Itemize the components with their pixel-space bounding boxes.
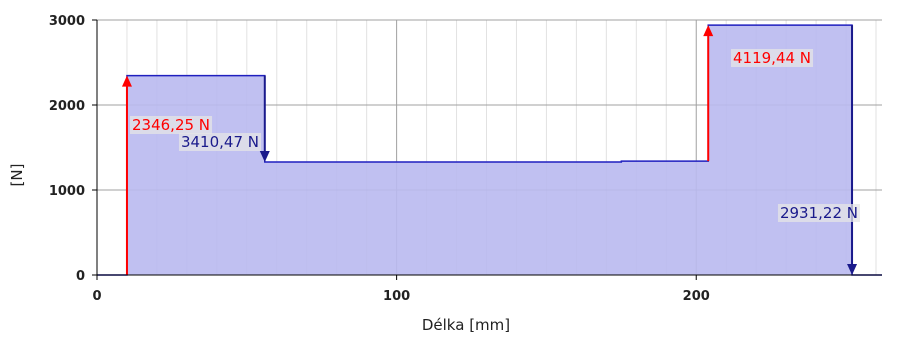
arrow-head: [703, 25, 714, 37]
force-label-text: 2931,22 N: [780, 204, 858, 222]
x-tick-label: 0: [92, 289, 101, 304]
force-label-3: 4119,44 N: [731, 49, 814, 67]
force-label-2: 3410,47 N: [178, 133, 261, 151]
force-label-text: 4119,44 N: [733, 49, 811, 67]
force-label-4: 2931,22 N: [777, 204, 860, 222]
y-axis-title: [N]: [8, 164, 26, 187]
label-background: [731, 49, 814, 67]
arrow-layer: [121, 25, 858, 275]
arrow-head: [847, 264, 858, 275]
force-label-text: 2346,25 N: [132, 116, 210, 134]
label-background: [130, 116, 213, 134]
axes: [96, 20, 882, 276]
y-tick-label: 3000: [49, 14, 85, 29]
arrow-head: [121, 75, 132, 87]
force-label-1: 2346,25 N: [130, 116, 213, 134]
label-background: [777, 204, 860, 222]
force-arrow-3: [703, 25, 714, 162]
x-tick-label: 200: [683, 289, 710, 304]
force-arrow-4: [847, 25, 858, 275]
force-area-fill: [97, 25, 882, 275]
y-tick-label: 2000: [49, 99, 85, 114]
force-arrow-1: [121, 75, 132, 275]
label-background: [178, 133, 261, 151]
force-label-text: 3410,47 N: [181, 133, 259, 151]
force-arrow-2: [259, 75, 270, 162]
x-axis-title: Délka [mm]: [422, 316, 510, 334]
arrow-head: [259, 150, 270, 162]
x-tick-label: 100: [383, 289, 410, 304]
y-tick-label: 1000: [49, 184, 85, 199]
y-tick-label: 0: [76, 269, 85, 284]
